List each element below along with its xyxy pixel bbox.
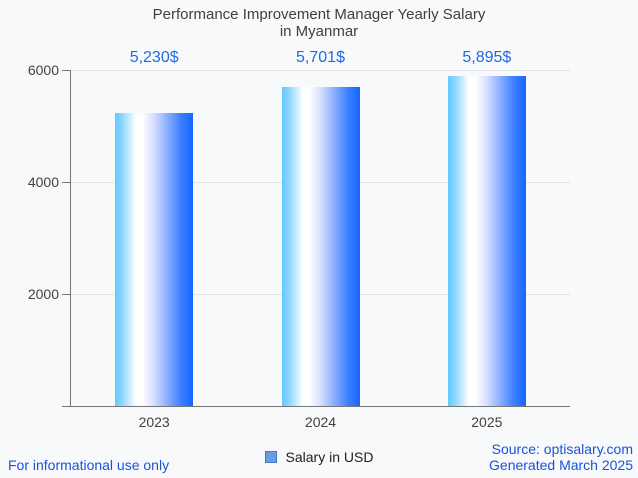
generated-date: Generated March 2025 <box>489 457 633 473</box>
legend-label: Salary in USD <box>285 449 374 465</box>
y-axis-tick-6000 <box>62 70 70 71</box>
plot-area: 2000 4000 6000 5,230$ 2023 5,701$ 2024 5,895$ 20… <box>28 49 570 430</box>
gridline-6000 <box>71 70 570 71</box>
value-label-2023: 5,230$ <box>129 49 179 66</box>
source-link[interactable]: Source: optisalary.com <box>491 441 633 457</box>
bar-2023[interactable] <box>115 113 194 406</box>
y-axis-label-4000: 4000 <box>27 174 59 190</box>
chart-title-line2: in Myanmar <box>279 23 359 40</box>
legend: Salary in USD <box>0 449 638 465</box>
x-axis-label-2024: 2024 <box>304 414 337 430</box>
y-axis-tick-0 <box>62 406 70 407</box>
legend-marker-square <box>264 451 277 463</box>
x-axis-label-2023: 2023 <box>138 414 170 430</box>
value-label-2024: 5,701$ <box>296 49 345 66</box>
y-axis-tick-2000 <box>62 294 70 295</box>
y-axis-label-2000: 2000 <box>27 286 59 302</box>
chart-title: Performance Improvement Manager Yearly S… <box>0 6 638 40</box>
bar-2025[interactable] <box>447 75 526 406</box>
chart-title-line1: Performance Improvement Manager Yearly S… <box>152 6 486 23</box>
y-axis-tick-4000 <box>62 182 70 183</box>
disclaimer-text: For informational use only <box>8 457 170 473</box>
y-axis-label-6000: 6000 <box>27 62 59 78</box>
bar-2024[interactable] <box>281 86 360 406</box>
x-axis-label-2025: 2025 <box>471 414 503 430</box>
source-info: Source: optisalary.com Generated March 2… <box>489 441 633 473</box>
value-label-2025: 5,895$ <box>462 49 512 66</box>
